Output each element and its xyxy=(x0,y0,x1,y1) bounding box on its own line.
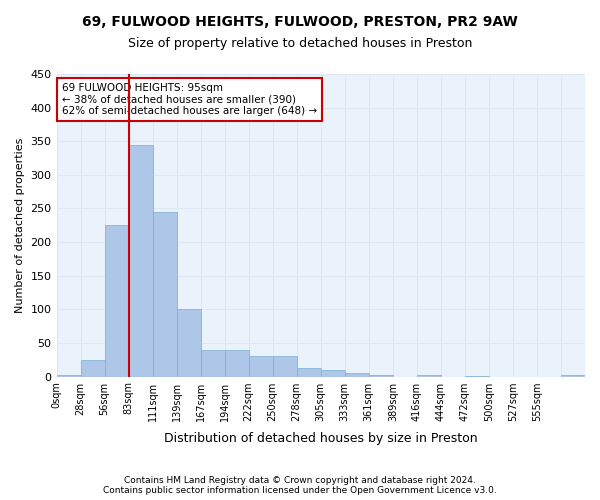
Bar xyxy=(369,375,393,376)
Bar xyxy=(321,370,345,376)
Text: Size of property relative to detached houses in Preston: Size of property relative to detached ho… xyxy=(128,38,472,51)
Bar xyxy=(417,375,441,376)
Y-axis label: Number of detached properties: Number of detached properties xyxy=(15,138,25,313)
Text: 69 FULWOOD HEIGHTS: 95sqm
← 38% of detached houses are smaller (390)
62% of semi: 69 FULWOOD HEIGHTS: 95sqm ← 38% of detac… xyxy=(62,83,317,116)
Bar xyxy=(561,375,585,376)
Bar xyxy=(345,373,369,376)
Text: Contains HM Land Registry data © Crown copyright and database right 2024.
Contai: Contains HM Land Registry data © Crown c… xyxy=(103,476,497,495)
X-axis label: Distribution of detached houses by size in Preston: Distribution of detached houses by size … xyxy=(164,432,478,445)
Bar xyxy=(297,368,321,376)
Bar xyxy=(224,350,249,376)
Bar xyxy=(176,310,200,376)
Bar xyxy=(104,226,128,376)
Bar xyxy=(249,356,273,376)
Text: 69, FULWOOD HEIGHTS, FULWOOD, PRESTON, PR2 9AW: 69, FULWOOD HEIGHTS, FULWOOD, PRESTON, P… xyxy=(82,15,518,29)
Bar xyxy=(128,144,152,376)
Bar xyxy=(273,356,297,376)
Bar xyxy=(200,350,224,376)
Bar xyxy=(80,360,104,376)
Bar xyxy=(152,212,176,376)
Bar xyxy=(56,375,80,376)
